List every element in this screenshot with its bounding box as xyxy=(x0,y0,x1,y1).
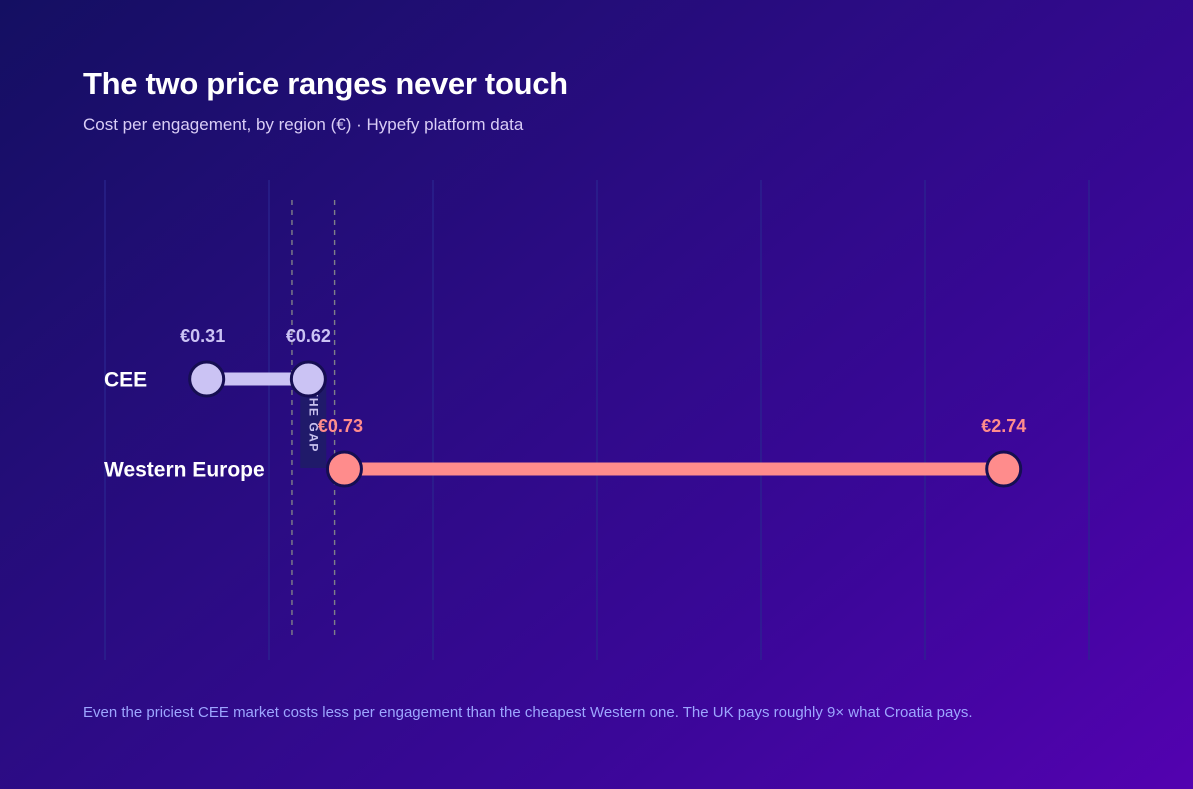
max-dot xyxy=(289,360,327,398)
min-value-label: €0.31 xyxy=(180,326,225,346)
min-dot xyxy=(325,450,363,488)
series-row: Western Europe €0.73 €2.74 xyxy=(104,416,1026,488)
max-dot xyxy=(985,450,1023,488)
gap-label: THE GAP xyxy=(306,389,320,453)
series-row: CEE €0.31 €0.62 xyxy=(104,326,331,398)
chart-subtitle: Cost per engagement, by region (€) · Hyp… xyxy=(83,115,524,134)
max-value-label: €2.74 xyxy=(981,416,1026,436)
max-value-label: €0.62 xyxy=(286,326,331,346)
min-dot xyxy=(188,360,226,398)
row-label: Western Europe xyxy=(104,459,265,482)
grid-lines xyxy=(104,180,1090,660)
row-label: CEE xyxy=(104,369,147,392)
chart-title: The two price ranges never touch xyxy=(83,66,568,101)
footnote: Even the priciest CEE market costs less … xyxy=(83,704,973,721)
min-value-label: €0.73 xyxy=(318,416,363,436)
series-group: CEE €0.31 €0.62 Western Europe €0.73 €2.74 xyxy=(104,326,1026,488)
